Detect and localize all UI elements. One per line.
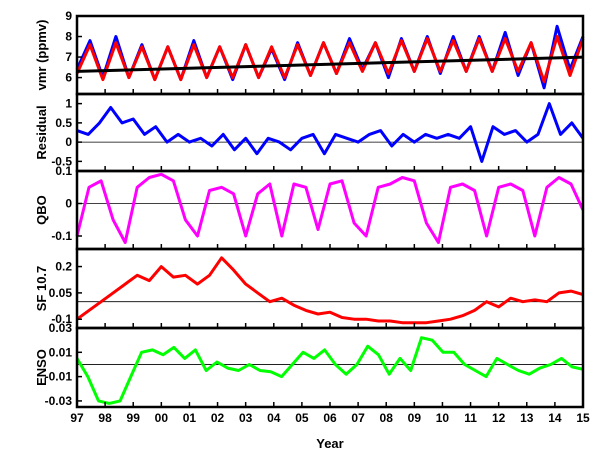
- x-tick-label: 04: [267, 411, 281, 425]
- qbo-ytick-label: 0.1: [55, 164, 72, 178]
- qbo-ytick-label: -0.1: [51, 229, 72, 243]
- enso-frame: [75, 326, 585, 409]
- x-tick-label: 01: [183, 411, 197, 425]
- x-tick-label: 07: [351, 411, 365, 425]
- residual-ytick-label: -0.5: [51, 154, 72, 168]
- enso-ytick-label: 0.03: [49, 321, 73, 335]
- sf107-ytick-label: -0.1: [51, 312, 72, 326]
- residual-ytick-label: 0: [65, 135, 72, 149]
- residual-ytick-label: 0.5: [55, 116, 72, 130]
- panel-qbo: -0.1 0 0.1 QBO: [34, 164, 585, 251]
- x-tick-label: 03: [239, 411, 253, 425]
- x-tick-label: 00: [155, 411, 169, 425]
- sf107-ytick-label: 0.05: [49, 286, 73, 300]
- vmr-ytick-label: 8: [65, 30, 72, 44]
- vmr-series-model: [75, 35, 585, 84]
- x-axis-label: Year: [316, 436, 343, 451]
- enso-series-enso: [75, 336, 584, 405]
- residual-y-axis-label: Residual: [34, 105, 49, 159]
- x-axis-ticks: 97 98 99 00 01 02 03 04 05 06 07 08 09 10 11 12 13 14 15: [70, 411, 590, 425]
- x-tick-label: 97: [70, 411, 84, 425]
- vmr-y-axis-label: vmr (ppmv): [34, 20, 49, 91]
- x-tick-label: 15: [576, 411, 590, 425]
- x-tick-label: 13: [520, 411, 534, 425]
- x-tick-label: 14: [548, 411, 562, 425]
- residual-ytick-label: 1: [65, 97, 72, 111]
- qbo-y-axis-label: QBO: [34, 195, 49, 225]
- panel-vmr: 6 7 8 9 vmr (ppmv): [34, 9, 585, 96]
- x-tick-label: 11: [464, 411, 477, 425]
- panels-group: 6 7 8 9 vmr (ppmv) -0.5 0 0.5 1 Residual -0.1 0 0.1 Q…: [34, 9, 590, 425]
- x-tick-label: 05: [295, 411, 309, 425]
- sf107-frame: [75, 247, 585, 330]
- vmr-ytick-label: 6: [65, 71, 72, 85]
- x-tick-label: 02: [211, 411, 225, 425]
- panel-residual: -0.5 0 0.5 1 Residual: [34, 92, 585, 173]
- x-tick-label: 06: [323, 411, 337, 425]
- enso-ytick-label: -0.01: [45, 370, 73, 384]
- residual-series-residual: [76, 102, 585, 163]
- enso-ytick-label: -0.03: [45, 394, 73, 408]
- sf107-y-axis-label: SF 10.7: [34, 266, 49, 312]
- vmr-ytick-label: 7: [65, 50, 72, 64]
- qbo-series-qbo: [75, 172, 585, 244]
- sf107-series-sf107: [76, 256, 584, 325]
- qbo-ytick-label: 0: [65, 197, 72, 211]
- enso-y-axis-label: ENSO: [34, 349, 49, 386]
- x-tick-label: 98: [98, 411, 112, 425]
- x-tick-label: 08: [380, 411, 394, 425]
- x-tick-label: 09: [408, 411, 422, 425]
- sf107-ytick-label: 0.2: [55, 260, 72, 274]
- enso-ytick-label: 0.01: [49, 345, 73, 359]
- vmr-series-trend: [76, 55, 584, 73]
- x-tick-label: 10: [436, 411, 450, 425]
- vmr-ytick-label: 9: [65, 9, 72, 23]
- x-tick-label: 99: [127, 411, 141, 425]
- x-tick-label: 12: [492, 411, 506, 425]
- panel-sf107: -0.1 0.05 0.2 SF 10.7: [34, 247, 585, 330]
